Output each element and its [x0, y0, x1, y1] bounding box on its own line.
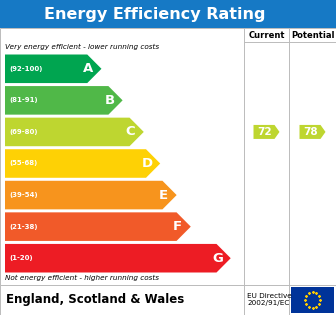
Text: (55-68): (55-68) — [9, 161, 37, 167]
Text: Energy Efficiency Rating: Energy Efficiency Rating — [44, 7, 265, 21]
Text: (92-100): (92-100) — [9, 66, 42, 72]
Polygon shape — [5, 54, 101, 83]
Text: (1-20): (1-20) — [9, 255, 33, 261]
Text: B: B — [104, 94, 115, 107]
Text: EU Directive
2002/91/EC: EU Directive 2002/91/EC — [247, 294, 292, 306]
Polygon shape — [5, 244, 231, 272]
Polygon shape — [253, 125, 280, 139]
Polygon shape — [5, 181, 177, 209]
Polygon shape — [5, 117, 144, 146]
Text: 72: 72 — [258, 127, 272, 137]
Text: E: E — [159, 189, 168, 202]
Text: A: A — [83, 62, 93, 75]
Polygon shape — [5, 86, 123, 115]
Text: Potential: Potential — [291, 31, 334, 39]
Text: (81-91): (81-91) — [9, 97, 38, 103]
Text: (21-38): (21-38) — [9, 224, 38, 230]
Text: 78: 78 — [304, 127, 318, 137]
Bar — [0, 285, 336, 315]
Text: G: G — [212, 252, 223, 265]
Polygon shape — [5, 212, 191, 241]
Text: F: F — [173, 220, 182, 233]
Polygon shape — [5, 149, 160, 178]
Text: Current: Current — [248, 31, 285, 39]
Text: D: D — [141, 157, 153, 170]
Text: Not energy efficient - higher running costs: Not energy efficient - higher running co… — [5, 275, 159, 281]
Bar — [0, 28, 336, 285]
Text: England, Scotland & Wales: England, Scotland & Wales — [6, 294, 184, 306]
Text: (69-80): (69-80) — [9, 129, 38, 135]
Text: C: C — [126, 125, 135, 138]
Polygon shape — [299, 125, 326, 139]
Text: Very energy efficient - lower running costs: Very energy efficient - lower running co… — [5, 44, 159, 50]
Bar — [0, 0, 336, 28]
Bar — [291, 287, 334, 313]
Text: (39-54): (39-54) — [9, 192, 38, 198]
